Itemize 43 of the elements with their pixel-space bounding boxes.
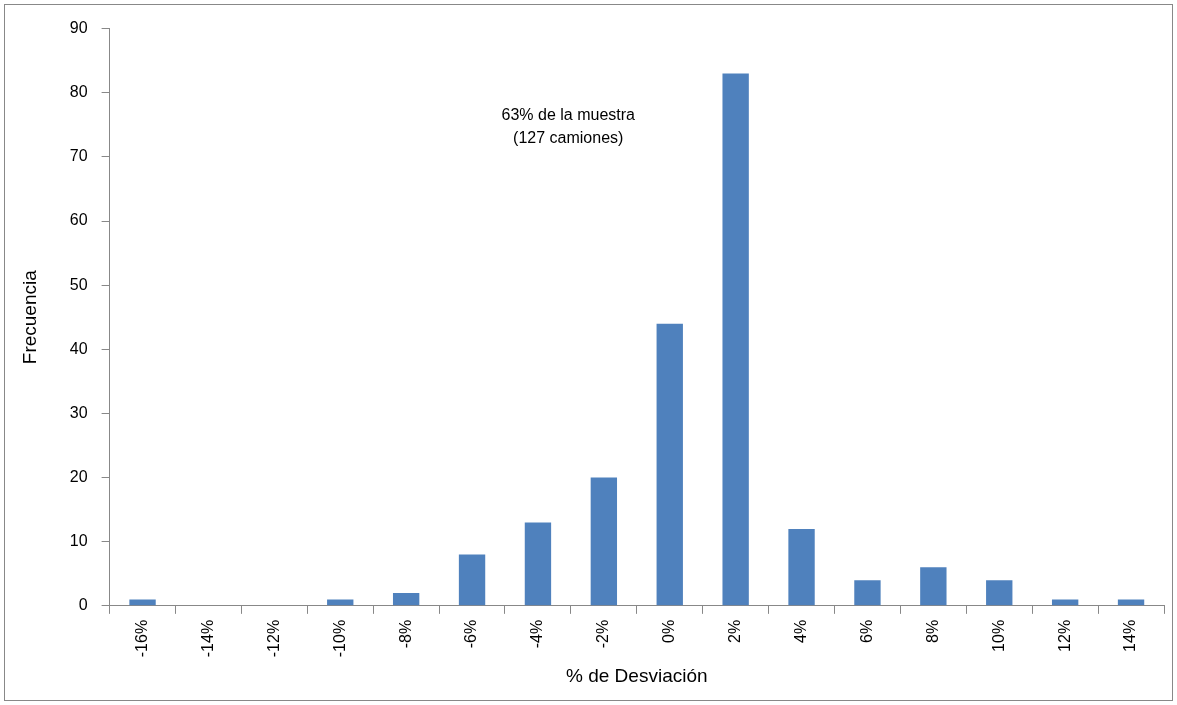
x-tick-label: 6% — [857, 619, 875, 643]
x-tick-label: 0% — [660, 619, 678, 643]
x-tick-label: 4% — [791, 619, 809, 643]
x-tick-label: 14% — [1121, 619, 1139, 652]
bar — [986, 580, 1013, 606]
y-tick-label: 80 — [69, 83, 88, 101]
y-tick-label: 90 — [69, 19, 88, 37]
x-tick-label: -10% — [330, 619, 348, 658]
bar — [392, 593, 420, 606]
x-tick-label: -16% — [132, 619, 150, 658]
x-tick-label: 2% — [726, 619, 744, 643]
bar — [722, 73, 749, 606]
bar — [1051, 599, 1079, 606]
y-axis-title: Frecuencia — [18, 269, 40, 365]
y-tick-label: 30 — [69, 403, 88, 421]
bar — [854, 580, 881, 606]
x-tick-label: 10% — [989, 619, 1007, 652]
bar — [524, 522, 552, 606]
bar — [656, 323, 683, 606]
annotation: 63% de la muestra (127 camiones) — [501, 105, 636, 146]
x-tick-label: 12% — [1055, 619, 1073, 652]
x-tick-label: -6% — [462, 619, 480, 649]
x-tick-label: -2% — [594, 619, 612, 649]
bar — [1117, 599, 1145, 606]
bar — [327, 599, 354, 606]
bar — [788, 528, 815, 606]
y-tick-label: 0 — [78, 596, 88, 614]
x-tick-label: 8% — [923, 619, 941, 643]
y-tick-label: 70 — [69, 147, 88, 165]
x-axis-title: % de Desviación — [566, 664, 708, 686]
x-tick-label: -12% — [264, 619, 282, 658]
x-tick-label: -4% — [528, 619, 546, 649]
bar — [590, 477, 618, 606]
x-tick-label: -14% — [198, 619, 216, 658]
y-tick-label: 20 — [69, 467, 88, 485]
y-tick-label: 50 — [69, 275, 88, 293]
y-tick-label: 60 — [69, 211, 88, 229]
bar — [129, 599, 156, 606]
bar — [920, 567, 947, 606]
y-tick-label: 10 — [69, 532, 88, 550]
bar — [458, 554, 486, 606]
x-tick-label: -8% — [396, 619, 414, 649]
y-tick-label: 40 — [69, 339, 88, 357]
